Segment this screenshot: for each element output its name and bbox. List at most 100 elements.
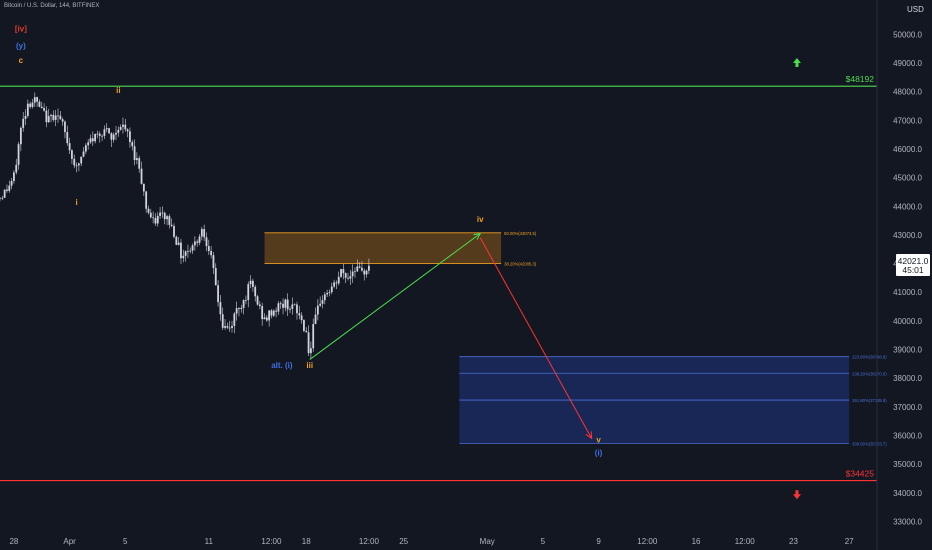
- price-tick-label: 33000.0: [893, 517, 922, 526]
- projection-line-2: [479, 237, 593, 439]
- candle-body: [24, 115, 27, 119]
- candle-body: [333, 282, 335, 287]
- candle-body: [226, 326, 229, 328]
- last-price-box: [896, 253, 930, 276]
- time-tick-label: 12:00: [261, 537, 282, 546]
- candle-body: [105, 128, 108, 130]
- candle-body: [340, 269, 342, 277]
- time-axis[interactable]: 28 Apr 5 11 12:00 18 12:00 25 May 5 9 12:00 16 12:00 2…: [9, 537, 854, 546]
- candle-body: [122, 124, 124, 127]
- candle-body: [258, 304, 261, 307]
- candle-body: [256, 296, 259, 305]
- horizontal-levels[interactable]: $48192 $34425: [0, 74, 877, 482]
- candle-body: [235, 308, 238, 314]
- fib-lower-level-label: 238.20%(38170.6): [852, 371, 887, 376]
- candle-body: [342, 269, 345, 274]
- candle-body: [231, 325, 233, 329]
- candlestick-series: [0, 92, 370, 359]
- direction-up-icon: [792, 58, 801, 68]
- candle-body: [147, 208, 150, 213]
- candle-body: [71, 150, 73, 159]
- candle-body: [129, 131, 131, 143]
- wave-label: c: [19, 56, 24, 65]
- candle-body: [149, 212, 152, 218]
- price-axis[interactable]: 33000.0 34000.0 35000.0 36000.0 37000.0 38000…: [893, 30, 922, 526]
- candle-body: [245, 299, 247, 301]
- candle-body: [337, 276, 340, 284]
- candle-body: [307, 332, 310, 354]
- candle-body: [131, 142, 134, 147]
- candle-body: [61, 119, 64, 122]
- last-price-value: 42021.0: [898, 256, 929, 266]
- candle-body: [13, 172, 15, 182]
- time-tick-label: 5: [541, 537, 546, 546]
- price-tick-label: 48000.0: [893, 88, 922, 97]
- candle-body: [77, 163, 80, 166]
- time-tick-label: 12:00: [637, 537, 658, 546]
- candle-body: [347, 277, 349, 279]
- candle-body: [289, 308, 291, 310]
- candle-body: [0, 197, 1, 199]
- time-tick-label: 25: [399, 537, 408, 546]
- time-tick-label: 5: [123, 537, 128, 546]
- candle-body: [242, 300, 245, 308]
- fib-upper-area: [264, 232, 502, 264]
- candle-body: [119, 126, 122, 130]
- candle-body: [224, 326, 226, 328]
- fib-lower-level-label: 261.80%(37235.8): [852, 398, 887, 403]
- candle-body: [142, 183, 145, 192]
- candle-body: [182, 255, 185, 259]
- candle-body: [303, 320, 305, 331]
- projection-arrowhead-2: [585, 431, 593, 440]
- candle-body: [94, 133, 97, 142]
- candle-body: [73, 158, 76, 166]
- candle-body: [323, 294, 326, 301]
- wave-label: ii: [116, 86, 120, 95]
- price-tick-label: 40000.0: [893, 317, 922, 326]
- candle-body: [59, 115, 62, 120]
- candle-body: [233, 313, 236, 326]
- candle-body: [354, 271, 356, 273]
- candle-body: [124, 124, 127, 130]
- wave-label: i: [75, 198, 77, 207]
- time-tick-label: 12:00: [359, 537, 380, 546]
- candle-body: [101, 135, 103, 137]
- candle-body: [270, 310, 273, 316]
- candle-body: [156, 215, 159, 224]
- candle-body: [1, 197, 4, 199]
- time-tick-label: 9: [596, 537, 601, 546]
- candle-body: [219, 302, 222, 315]
- direction-down-icon: [792, 490, 801, 500]
- candle-body: [154, 218, 157, 224]
- candle-body: [40, 106, 43, 108]
- candle-body: [80, 156, 83, 164]
- candle-body: [335, 282, 338, 284]
- projection-arrows[interactable]: [309, 58, 801, 500]
- candle-body: [103, 129, 106, 136]
- candle-body: [356, 266, 359, 272]
- candle-body: [312, 324, 315, 349]
- candle-body: [247, 284, 250, 300]
- candle-body: [265, 317, 268, 321]
- candle-body: [272, 310, 275, 316]
- candle-body: [187, 251, 189, 252]
- candle-body: [238, 308, 240, 310]
- candle-body: [166, 216, 168, 220]
- candle-body: [309, 348, 312, 354]
- candle-body: [284, 299, 287, 308]
- price-tick-label: 34000.0: [893, 489, 922, 498]
- candle-body: [47, 116, 50, 123]
- candle-body: [6, 189, 8, 191]
- candle-body: [293, 304, 296, 306]
- candle-body: [82, 151, 85, 157]
- candle-body: [98, 133, 101, 136]
- price-tick-label: 50000.0: [893, 30, 922, 39]
- candle-body: [75, 165, 78, 167]
- last-price-marker: 42021.045:01: [896, 253, 930, 276]
- candle-body: [351, 271, 354, 277]
- candle-body: [84, 145, 87, 152]
- candle-body: [52, 114, 55, 120]
- time-tick-label: 12:00: [735, 537, 756, 546]
- candle-body: [298, 313, 301, 316]
